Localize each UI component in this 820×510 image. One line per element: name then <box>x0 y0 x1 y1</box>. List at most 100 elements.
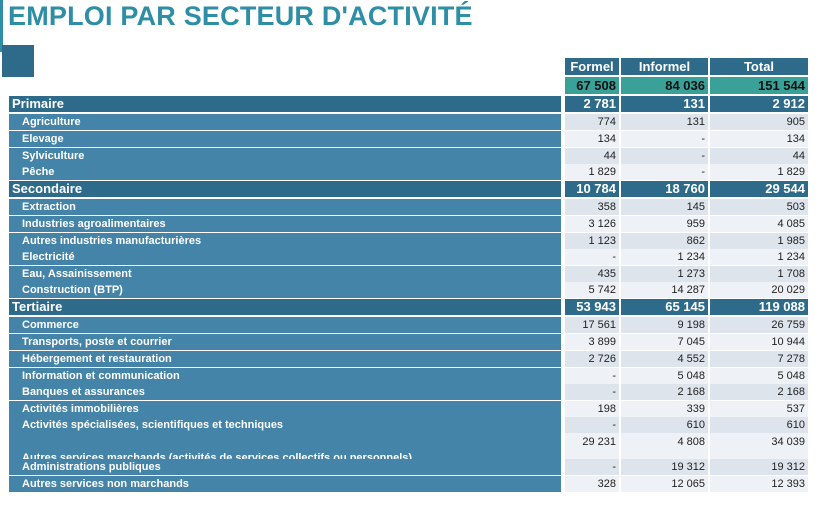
cell-informel: 7 045 <box>621 334 708 350</box>
cell-total: 537 <box>710 401 808 417</box>
cell-total: 2 168 <box>710 384 808 400</box>
cell-formel: 53 943 <box>565 299 619 315</box>
cell-total: 7 278 <box>710 351 808 367</box>
table-row: Extraction 358 145 503 <box>9 199 808 215</box>
column-header-total: Total <box>710 58 808 75</box>
table-row: Pêche 1 829-1 829 <box>9 164 808 180</box>
section-row: Secondaire 10 784 18 760 29 544 <box>9 181 808 197</box>
column-header-formel: Formel <box>565 58 619 75</box>
grand-total-formel: 67 508 <box>565 77 619 94</box>
row-label: Electricité <box>9 249 561 265</box>
cell-formel: 5 742 <box>565 282 619 298</box>
column-header-informel: Informel <box>621 58 708 75</box>
cell-formel: 435 <box>565 266 619 282</box>
table-row: Industries agroalimentaires 3 126 959 4 085 <box>9 216 808 232</box>
cell-total: 610 <box>710 417 808 433</box>
table-row: Elevage 134-134 <box>9 131 808 147</box>
cell-formel: 10 784 <box>565 181 619 197</box>
cell-informel: 2 168 <box>621 384 708 400</box>
table-row: Autres industries manufacturières 1 123 86… <box>9 233 808 249</box>
cell-informel: 339 <box>621 401 708 417</box>
table-row: Commerce 17 561 9 198 26 759 <box>9 317 808 333</box>
cell-informel: 862 <box>621 233 708 249</box>
cell-informel: 131 <box>621 114 708 130</box>
cell-informel: - <box>621 148 708 164</box>
cell-formel: 328 <box>565 476 619 492</box>
row-label: Banques et assurances <box>9 384 561 400</box>
cell-formel: 44 <box>565 148 619 164</box>
row-label: Eau, Assainissement <box>9 266 561 282</box>
cell-formel: 2 726 <box>565 351 619 367</box>
cell-total: 19 312 <box>710 459 808 475</box>
section-row: Primaire 2 781 131 2 912 <box>9 96 808 112</box>
page-title: EMPLOI PAR SECTEUR D'ACTIVITÉ <box>8 1 473 31</box>
row-label: Transports, poste et courrier <box>9 334 561 350</box>
cell-informel: 131 <box>621 96 708 112</box>
table-row: Banques et assurances -2 168 2 168 <box>9 384 808 400</box>
table-row: Activités immobilières 198 339 537 <box>9 401 808 417</box>
table-row: Sylviculture 44-44 <box>9 148 808 164</box>
row-label: Autres services marchands (activités de … <box>9 433 561 464</box>
cell-total: 26 759 <box>710 317 808 333</box>
cell-formel: 198 <box>565 401 619 417</box>
grand-total-total: 151 544 <box>710 77 808 94</box>
section-label: Tertiaire <box>9 299 561 315</box>
cell-total: 1 829 <box>710 164 808 180</box>
table-row: Transports, poste et courrier 3 899 7 045 1… <box>9 334 808 350</box>
cell-informel: 12 065 <box>621 476 708 492</box>
cell-total: 1 234 <box>710 249 808 265</box>
cell-total: 5 048 <box>710 368 808 384</box>
cell-informel: 1 273 <box>621 266 708 282</box>
cell-informel: 4 808 <box>621 433 708 464</box>
cell-total: 34 039 <box>710 433 808 464</box>
cell-total: 44 <box>710 148 808 164</box>
cell-informel: 5 048 <box>621 368 708 384</box>
cell-total: 1 985 <box>710 233 808 249</box>
cell-total: 2 912 <box>710 96 808 112</box>
row-label: Sylviculture <box>9 148 561 164</box>
section-label: Primaire <box>9 96 561 112</box>
cell-total: 503 <box>710 199 808 215</box>
cell-informel: 9 198 <box>621 317 708 333</box>
cell-informel: 4 552 <box>621 351 708 367</box>
cell-formel: - <box>565 368 619 384</box>
table-row: Autres services marchands (activités de … <box>9 433 808 464</box>
table-row: Information et communication -5 048 5 048 <box>9 368 808 384</box>
grand-total-informel: 84 036 <box>621 77 708 94</box>
row-label: Construction (BTP) <box>9 282 561 298</box>
section-label: Secondaire <box>9 181 561 197</box>
cell-informel: 18 760 <box>621 181 708 197</box>
cell-formel: 134 <box>565 131 619 147</box>
row-label: Commerce <box>9 317 561 333</box>
cell-informel: - <box>621 164 708 180</box>
row-label: Pêche <box>9 164 561 180</box>
row-label: Autres services non marchands <box>9 476 561 492</box>
cell-informel: - <box>621 131 708 147</box>
table-row: Administrations publiques -19 312 19 312 <box>9 459 808 475</box>
cell-informel: 14 287 <box>621 282 708 298</box>
cell-formel: 1 123 <box>565 233 619 249</box>
section-row: Tertiaire 53 943 65 145 119 088 <box>9 299 808 315</box>
cell-formel: - <box>565 459 619 475</box>
cell-total: 119 088 <box>710 299 808 315</box>
cell-formel: - <box>565 384 619 400</box>
table-row: Eau, Assainissement 435 1 273 1 708 <box>9 266 808 282</box>
table-row: Construction (BTP) 5 742 14 287 20 029 <box>9 282 808 298</box>
cell-formel: - <box>565 249 619 265</box>
row-label: Information et communication <box>9 368 561 384</box>
table-row: Hébergement et restauration 2 726 4 552 7 2… <box>9 351 808 367</box>
table-row: Activités spécialisées, scientifiques et… <box>9 417 808 433</box>
row-label: Autres industries manufacturières <box>9 233 561 249</box>
cell-total: 4 085 <box>710 216 808 232</box>
cell-formel: 17 561 <box>565 317 619 333</box>
cell-informel: 65 145 <box>621 299 708 315</box>
cell-formel: 2 781 <box>565 96 619 112</box>
row-label: Extraction <box>9 199 561 215</box>
row-label: Elevage <box>9 131 561 147</box>
cell-informel: 1 234 <box>621 249 708 265</box>
cell-formel: 3 899 <box>565 334 619 350</box>
cell-total: 29 544 <box>710 181 808 197</box>
table-row: Electricité -1 234 1 234 <box>9 249 808 265</box>
row-label: Activités spécialisées, scientifiques et… <box>9 417 561 433</box>
cell-informel: 145 <box>621 199 708 215</box>
